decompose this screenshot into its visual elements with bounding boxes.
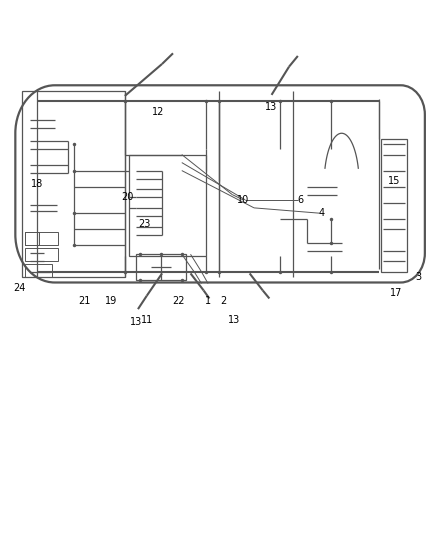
Text: 13: 13 bbox=[130, 318, 142, 327]
Bar bbox=[136, 254, 186, 280]
Bar bbox=[25, 232, 58, 245]
Bar bbox=[129, 155, 206, 256]
Text: 3: 3 bbox=[415, 272, 421, 282]
Text: 24: 24 bbox=[14, 283, 26, 293]
Text: 17: 17 bbox=[390, 288, 403, 298]
Text: 2: 2 bbox=[220, 296, 226, 306]
Text: 20: 20 bbox=[122, 192, 134, 202]
Text: 10: 10 bbox=[237, 195, 249, 205]
Bar bbox=[381, 139, 407, 272]
Text: 1: 1 bbox=[205, 296, 211, 306]
Text: 22: 22 bbox=[172, 296, 184, 306]
Text: 6: 6 bbox=[297, 195, 303, 205]
Text: 4: 4 bbox=[319, 208, 325, 218]
Bar bbox=[22, 91, 125, 277]
Text: 13: 13 bbox=[228, 315, 240, 325]
Text: 23: 23 bbox=[138, 219, 151, 229]
Text: 15: 15 bbox=[388, 176, 400, 186]
Bar bbox=[25, 248, 58, 261]
Text: 11: 11 bbox=[141, 315, 153, 325]
Text: 12: 12 bbox=[152, 107, 164, 117]
Bar bbox=[25, 232, 39, 245]
Text: 18: 18 bbox=[31, 179, 43, 189]
Text: 21: 21 bbox=[78, 296, 91, 306]
Text: 13: 13 bbox=[265, 102, 278, 111]
Text: 19: 19 bbox=[105, 296, 117, 306]
Bar bbox=[25, 264, 52, 277]
